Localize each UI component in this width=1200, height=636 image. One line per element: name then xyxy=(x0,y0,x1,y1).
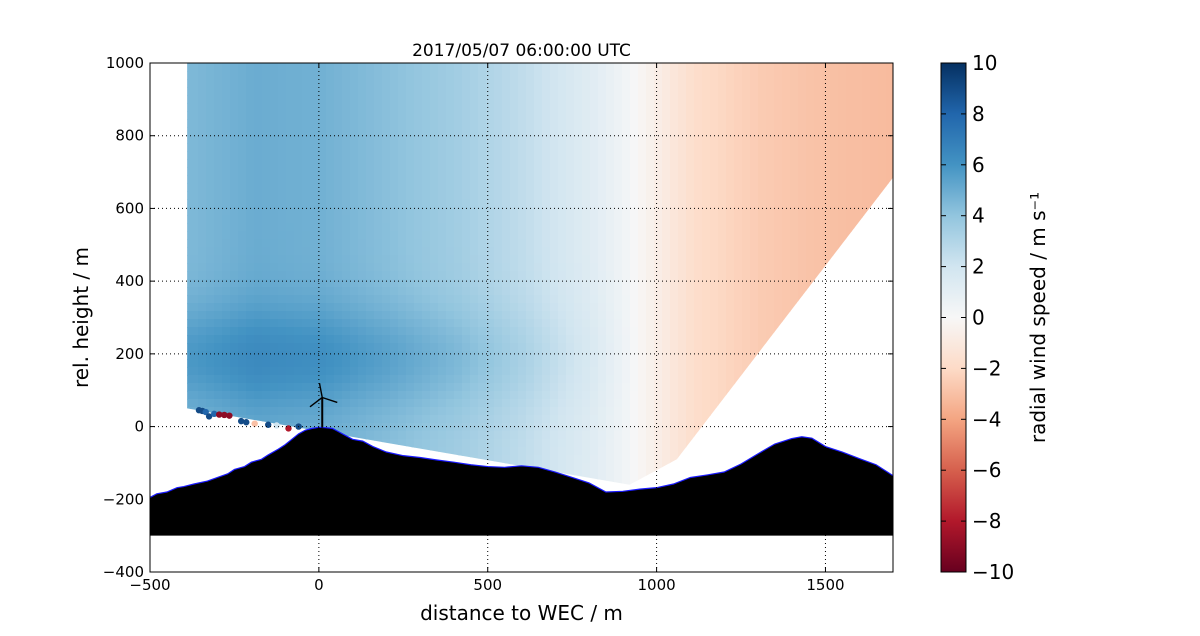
turbine-blade xyxy=(309,396,323,408)
data-point xyxy=(273,422,280,429)
data-point xyxy=(221,411,228,419)
grid-lines xyxy=(150,63,893,572)
colorbar-tick-label: 8 xyxy=(972,102,985,126)
plot-area: −500 0 500 1000 1500 −400 −200 0 200 400 600 800 10… xyxy=(103,54,894,594)
y-tick-label: 0 xyxy=(134,418,144,436)
data-point xyxy=(202,408,209,416)
y-tick-label: 800 xyxy=(115,127,144,145)
plot-frame xyxy=(149,62,894,573)
turbine-blade xyxy=(318,383,323,398)
x-axis-label: distance to WEC / m xyxy=(420,601,623,625)
chart-title: 2017/05/07 06:00:00 UTC xyxy=(412,41,631,61)
data-point xyxy=(226,412,233,419)
x-tick-label: −500 xyxy=(129,576,170,594)
data-point xyxy=(251,420,258,427)
x-axis-ticks: −500 0 500 1000 1500 xyxy=(129,63,845,594)
y-axis-label: rel. height / m xyxy=(69,247,93,388)
data-point xyxy=(237,417,245,425)
y-tick-label: 400 xyxy=(115,272,144,290)
colorbar-tick-label: 2 xyxy=(972,255,985,279)
y-tick-label: 200 xyxy=(115,345,144,363)
colorbar-tick-label: 6 xyxy=(972,153,985,177)
colorbar-tick-label: −10 xyxy=(972,560,1014,584)
colorbar-tick-label: −8 xyxy=(972,509,1001,533)
x-tick-label: 0 xyxy=(314,576,324,594)
y-tick-label: 1000 xyxy=(106,54,144,72)
x-tick-label: 1000 xyxy=(637,576,675,594)
colorbar-tick-label: −6 xyxy=(972,458,1001,482)
turbine-blade xyxy=(322,396,338,404)
data-point xyxy=(210,410,218,418)
x-tick-label: 500 xyxy=(473,576,502,594)
colorbar-ticks: 10 8 6 4 2 0 −2 −4 −6 −8 −10 xyxy=(941,51,1014,584)
colorbar-tick-label: 0 xyxy=(972,306,985,330)
y-tick-label: −200 xyxy=(103,490,144,508)
near-ground-points xyxy=(195,407,302,432)
wind-turbine xyxy=(309,383,338,428)
colorbar-tick-label: 10 xyxy=(972,51,997,75)
terrain-edge xyxy=(150,426,893,498)
data-point xyxy=(243,419,250,426)
colorbar-label: radial wind speed / m s⁻¹ xyxy=(1026,192,1050,443)
y-tick-label: −400 xyxy=(103,563,144,581)
terrain-silhouette xyxy=(150,427,893,536)
y-tick-label: 600 xyxy=(115,199,144,217)
y-axis-ticks: −400 −200 0 200 400 600 800 1000 xyxy=(103,54,893,581)
data-point xyxy=(216,411,223,418)
data-point xyxy=(205,413,213,420)
x-tick-label: 1500 xyxy=(806,576,844,594)
colorbar-tick-label: 4 xyxy=(972,204,985,228)
colorbar: 10 8 6 4 2 0 −2 −4 −6 −8 −10 radial wind speed / m… xyxy=(940,51,1050,584)
colorbar-tick-label: −2 xyxy=(972,356,1001,380)
colorbar-tick-label: −4 xyxy=(972,407,1001,431)
